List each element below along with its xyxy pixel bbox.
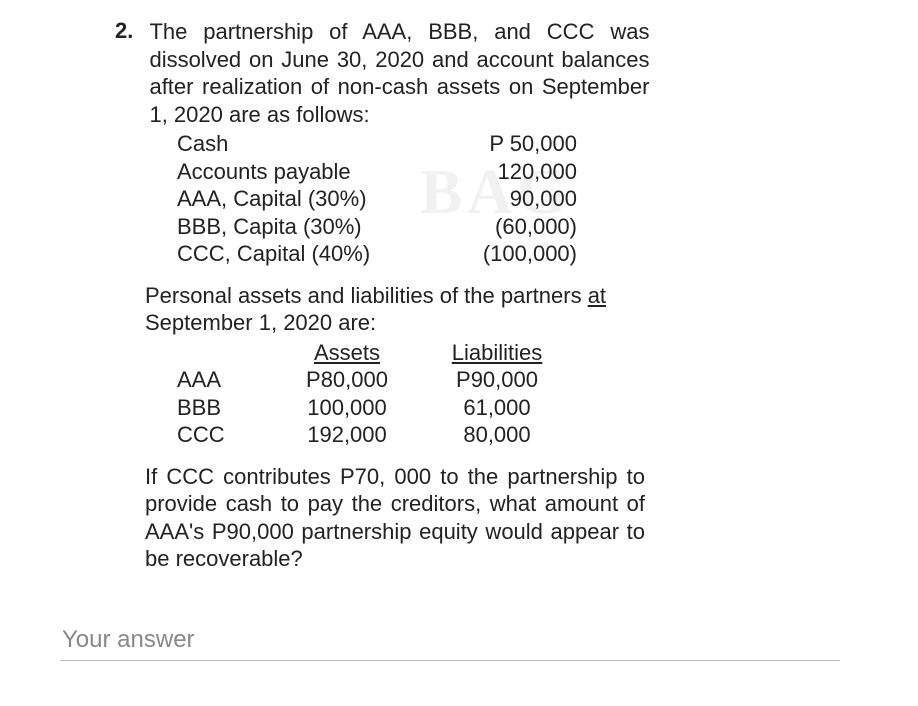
question-block: 2. The partnership of AAA, BBB, and CCC … (115, 18, 735, 573)
answer-input[interactable] (60, 620, 840, 661)
balances-table: Cash P 50,000 Accounts payable 120,000 A… (177, 130, 735, 268)
partner-liabilities: 80,000 (417, 421, 577, 449)
table-row: Accounts payable 120,000 (177, 158, 735, 186)
balance-label: AAA, Capital (30%) (177, 185, 447, 213)
table-row: CCC 192,000 80,000 (177, 421, 735, 449)
balance-label: CCC, Capital (40%) (177, 240, 447, 268)
final-question: If CCC contributes P70, 000 to the partn… (145, 463, 645, 573)
balance-value: 120,000 (447, 158, 577, 186)
table-row: AAA P80,000 P90,000 (177, 366, 735, 394)
table-row: Cash P 50,000 (177, 130, 735, 158)
partner-assets: 192,000 (277, 421, 417, 449)
table-row: BBB, Capita (30%) (60,000) (177, 213, 735, 241)
question-intro: The partnership of AAA, BBB, and CCC was… (149, 18, 649, 128)
table-row: CCC, Capital (40%) (100,000) (177, 240, 735, 268)
header-blank (177, 339, 277, 367)
mid-para-suffix: September 1, 2020 are: (145, 310, 376, 335)
partner-liabilities: P90,000 (417, 366, 577, 394)
answer-field-wrap (60, 620, 840, 661)
partner-name: CCC (177, 421, 277, 449)
balance-label: BBB, Capita (30%) (177, 213, 447, 241)
balance-value: 90,000 (447, 185, 577, 213)
header-liabilities: Liabilities (417, 339, 577, 367)
table-row: AAA, Capital (30%) 90,000 (177, 185, 735, 213)
mid-para-prefix: Personal assets and liabilities of the p… (145, 283, 588, 308)
personal-table: Assets Liabilities AAA P80,000 P90,000 B… (177, 339, 735, 449)
mid-para-at: at (588, 283, 606, 308)
table-row: BBB 100,000 61,000 (177, 394, 735, 422)
partner-name: BBB (177, 394, 277, 422)
partner-assets: P80,000 (277, 366, 417, 394)
question-number: 2. (115, 18, 145, 44)
personal-intro: Personal assets and liabilities of the p… (145, 282, 645, 337)
balance-value: (100,000) (447, 240, 577, 268)
partner-name: AAA (177, 366, 277, 394)
table-header-row: Assets Liabilities (177, 339, 735, 367)
header-assets: Assets (277, 339, 417, 367)
balance-value: (60,000) (447, 213, 577, 241)
partner-liabilities: 61,000 (417, 394, 577, 422)
balance-label: Cash (177, 130, 447, 158)
balance-label: Accounts payable (177, 158, 447, 186)
partner-assets: 100,000 (277, 394, 417, 422)
balance-value: P 50,000 (447, 130, 577, 158)
